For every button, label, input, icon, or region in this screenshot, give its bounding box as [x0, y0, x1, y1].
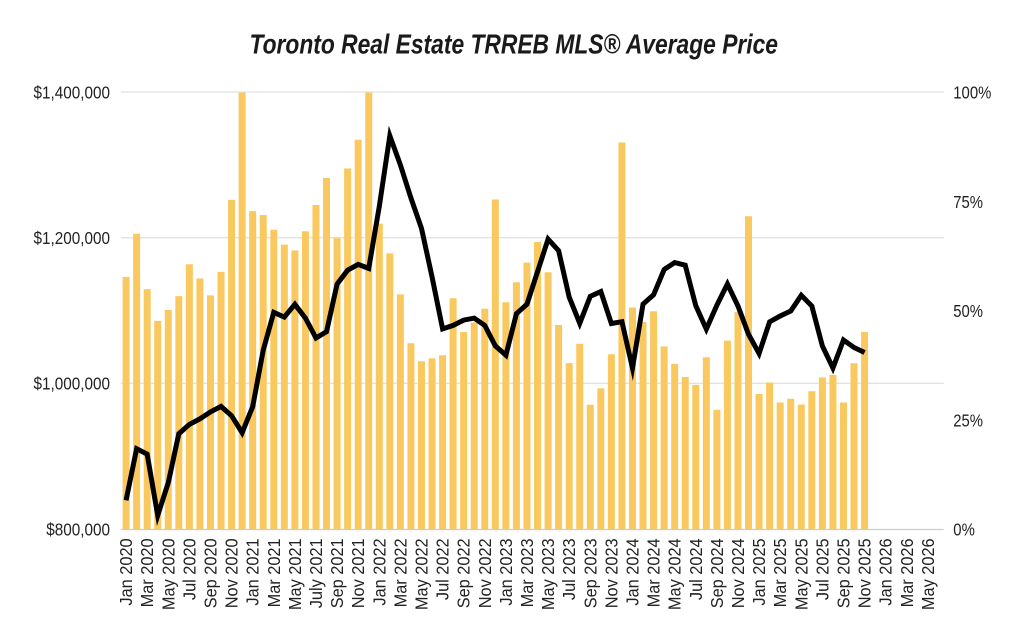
svg-text:Sep 2025: Sep 2025: [833, 538, 853, 608]
svg-text:Nov 2024: Nov 2024: [728, 538, 748, 608]
svg-text:Sep 2024: Sep 2024: [707, 538, 727, 608]
svg-text:Toronto Real Estate TRREB MLS®: Toronto Real Estate TRREB MLS® Average P…: [250, 29, 779, 60]
svg-text:Nov 2025: Nov 2025: [855, 538, 875, 608]
svg-text:Jul 2020: Jul 2020: [179, 538, 199, 600]
svg-text:Mar 2025: Mar 2025: [770, 538, 790, 607]
svg-text:Jul 2024: Jul 2024: [686, 538, 706, 600]
svg-text:Jan 2022: Jan 2022: [369, 538, 389, 605]
svg-text:Nov 2020: Nov 2020: [222, 538, 242, 608]
svg-text:Nov 2023: Nov 2023: [601, 538, 621, 608]
svg-text:Sep 2020: Sep 2020: [200, 538, 220, 608]
svg-text:May 2021: May 2021: [285, 538, 305, 610]
svg-text:Jul 2023: Jul 2023: [559, 538, 579, 600]
svg-text:Mar 2021: Mar 2021: [264, 538, 284, 607]
svg-text:Jan 2025: Jan 2025: [749, 538, 769, 605]
svg-text:Jan 2023: Jan 2023: [496, 538, 516, 605]
svg-text:Mar 2026: Mar 2026: [897, 538, 917, 607]
svg-text:Nov 2021: Nov 2021: [348, 538, 368, 608]
svg-text:Nov 2022: Nov 2022: [475, 538, 495, 608]
svg-text:July 2021: July 2021: [306, 538, 326, 608]
svg-text:Mar 2022: Mar 2022: [390, 538, 410, 607]
svg-text:Jul 2025: Jul 2025: [812, 538, 832, 600]
svg-text:75%: 75%: [953, 192, 983, 212]
svg-text:100%: 100%: [953, 83, 991, 103]
svg-text:$1,200,000: $1,200,000: [34, 229, 111, 248]
svg-text:Jan 2021: Jan 2021: [243, 538, 263, 605]
svg-text:May 2023: May 2023: [538, 538, 558, 610]
svg-text:May 2026: May 2026: [918, 538, 938, 610]
svg-text:Sep 2021: Sep 2021: [327, 538, 347, 608]
svg-text:Jan 2026: Jan 2026: [876, 538, 896, 605]
svg-text:Jul 2022: Jul 2022: [433, 538, 453, 600]
svg-text:Jan 2024: Jan 2024: [622, 538, 642, 605]
svg-text:Sep 2022: Sep 2022: [454, 538, 474, 608]
svg-text:$800,000: $800,000: [46, 520, 110, 539]
svg-text:0%: 0%: [953, 520, 975, 540]
svg-text:Mar 2023: Mar 2023: [517, 538, 537, 607]
svg-text:Sep 2023: Sep 2023: [580, 538, 600, 608]
svg-text:May 2025: May 2025: [791, 538, 811, 610]
svg-text:Mar 2020: Mar 2020: [137, 538, 157, 607]
svg-text:50%: 50%: [953, 301, 983, 321]
svg-text:$1,000,000: $1,000,000: [34, 375, 111, 394]
svg-text:May 2020: May 2020: [158, 538, 178, 610]
svg-text:May 2024: May 2024: [665, 538, 685, 610]
svg-text:$1,400,000: $1,400,000: [34, 83, 111, 102]
svg-text:Jan 2020: Jan 2020: [116, 538, 136, 605]
svg-text:May 2022: May 2022: [411, 538, 431, 610]
svg-text:25%: 25%: [953, 410, 983, 430]
svg-text:Mar 2024: Mar 2024: [644, 538, 664, 607]
